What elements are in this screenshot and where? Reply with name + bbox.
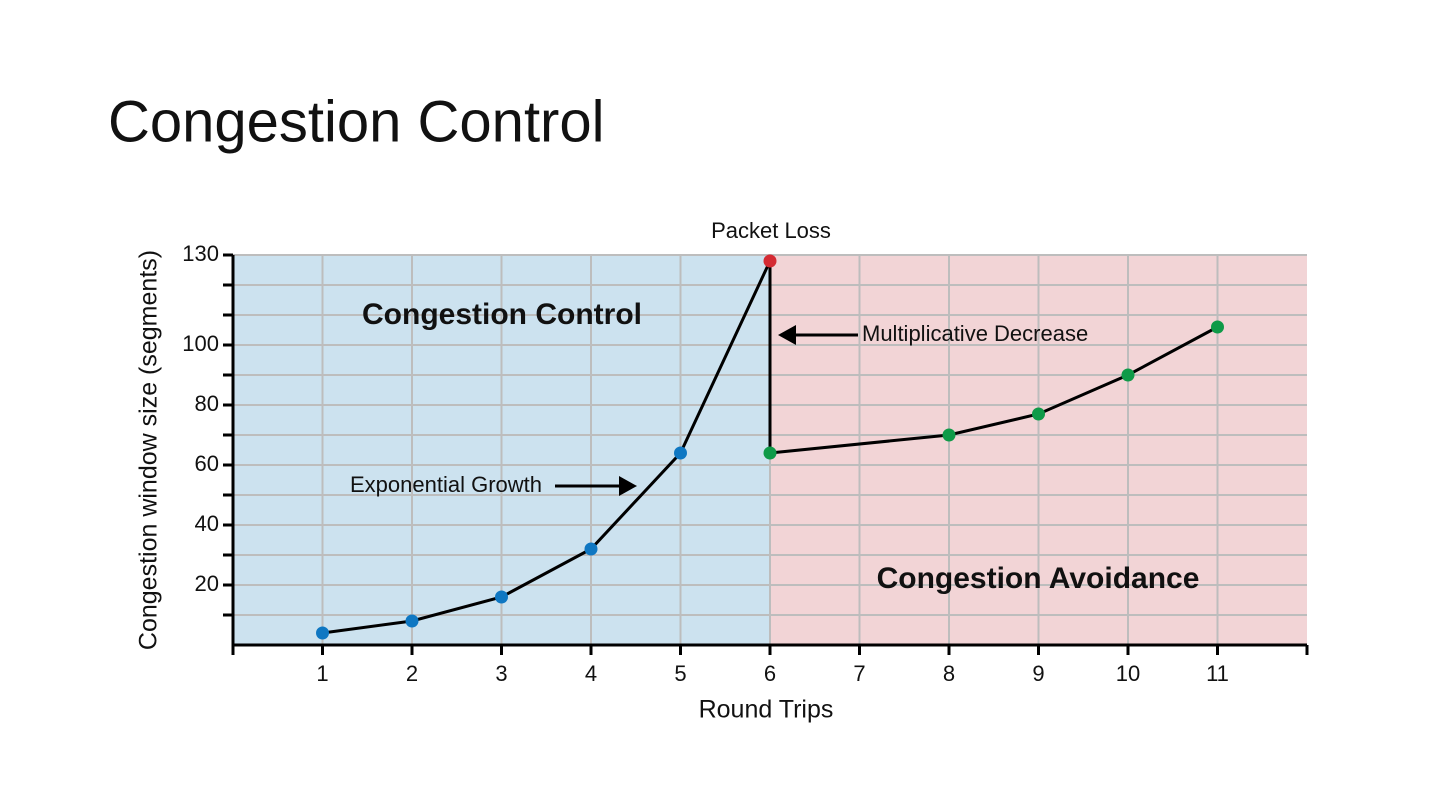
x-tick-label: 7: [853, 661, 865, 686]
x-tick-label: 8: [943, 661, 955, 686]
data-point: [942, 428, 956, 442]
x-tick-label: 9: [1032, 661, 1044, 686]
slide-title: Congestion Control: [108, 89, 605, 154]
x-tick-label: 4: [585, 661, 597, 686]
arrow-head: [778, 325, 796, 345]
region-label: Congestion Avoidance: [877, 562, 1200, 595]
data-point: [405, 614, 419, 628]
x-axis-label: Round Trips: [699, 696, 834, 724]
y-tick-label: 100: [182, 331, 219, 356]
x-tick-label: 10: [1116, 661, 1140, 686]
x-tick-label: 3: [495, 661, 507, 686]
data-point: [763, 446, 777, 460]
y-tick-label: 60: [195, 451, 219, 476]
data-point: [763, 254, 777, 268]
x-tick-label: 2: [406, 661, 418, 686]
data-point: [1032, 407, 1045, 421]
plot: 20 40 60 80 100 130 1 2 3 4 5 6 7 8 9 10 11 Congestion Co…: [182, 241, 1309, 686]
series-line: [322, 260, 772, 635]
annotation: Exponential Growth: [350, 472, 542, 497]
x-tick-label: 1: [316, 661, 328, 686]
x-tick-label: 5: [674, 661, 686, 686]
y-axis-label: Congestion window size (segments): [135, 250, 163, 650]
data-point: [584, 542, 598, 556]
arrow-head: [619, 476, 637, 496]
y-tick-label: 80: [195, 391, 219, 416]
annotation: Packet Loss: [711, 218, 831, 243]
data-point: [1121, 368, 1135, 382]
y-tick-label: 130: [182, 241, 219, 266]
data-point: [495, 590, 508, 604]
data-point: [316, 626, 329, 640]
data-point: [674, 446, 687, 460]
y-tick-label: 20: [195, 571, 219, 596]
y-tick-label: 40: [195, 511, 219, 536]
region-label: Congestion Control: [362, 298, 642, 331]
overlay: [316, 254, 1224, 640]
x-tick-label: 11: [1206, 661, 1229, 686]
data-point: [1211, 320, 1224, 334]
x-tick-label: 6: [764, 661, 776, 686]
annotation: Multiplicative Decrease: [862, 321, 1088, 346]
